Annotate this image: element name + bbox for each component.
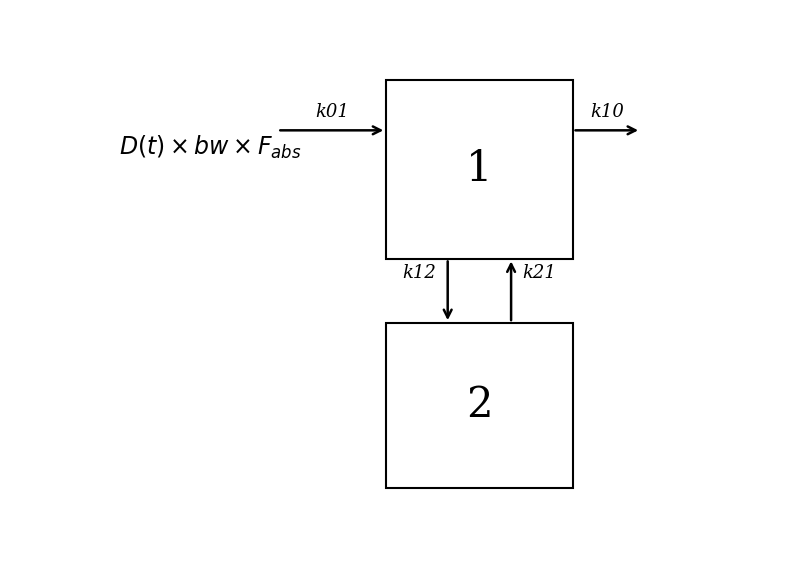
Text: 1: 1 [466,149,492,191]
Text: 2: 2 [466,384,492,427]
Bar [387,80,573,258]
Text: k21: k21 [522,264,556,282]
Text: k10: k10 [590,102,624,121]
Text: k12: k12 [403,264,436,282]
Bar [387,323,573,488]
Text: $D(t) \times bw \times F_{abs}$: $D(t) \times bw \times F_{abs}$ [119,134,302,161]
Text: k01: k01 [315,102,349,121]
